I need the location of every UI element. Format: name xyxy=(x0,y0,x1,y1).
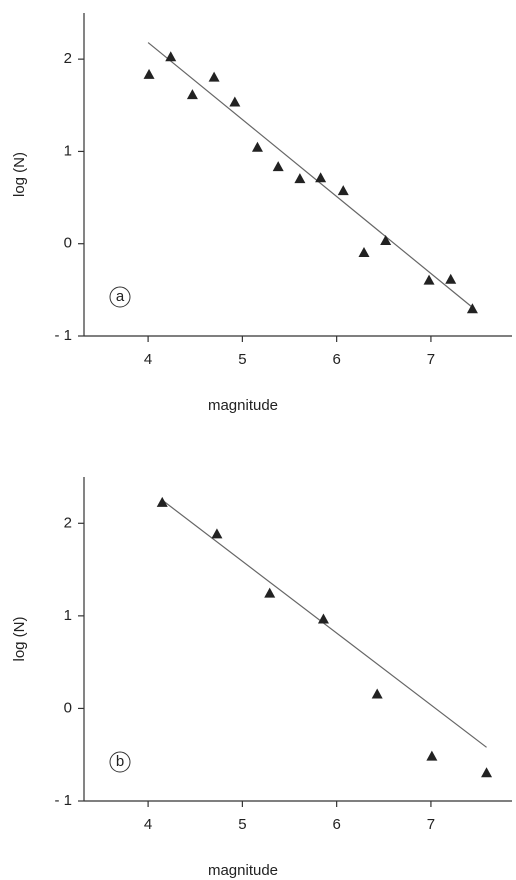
y-axis-label: log (N) xyxy=(11,616,28,661)
panel-label: a xyxy=(116,288,125,305)
panel-label: b xyxy=(116,753,124,770)
x-tick-label: 6 xyxy=(332,816,340,833)
point xyxy=(208,71,220,82)
point xyxy=(481,767,493,778)
panel-circle xyxy=(109,751,131,773)
y-tick-label: 0 xyxy=(64,235,72,252)
point xyxy=(264,587,276,598)
point xyxy=(211,528,223,539)
point xyxy=(426,750,438,761)
x-tick-label: 4 xyxy=(144,351,152,368)
point xyxy=(380,234,392,245)
y-tick-label: 2 xyxy=(64,514,72,531)
point xyxy=(251,141,263,152)
panel-circle xyxy=(109,286,131,308)
y-tick-label: 1 xyxy=(64,607,72,624)
y-tick-label: 2 xyxy=(64,50,72,67)
point xyxy=(143,68,155,79)
point xyxy=(317,613,329,624)
point xyxy=(165,51,177,62)
x-tick-label: 5 xyxy=(238,351,246,368)
y-tick-label: - 1 xyxy=(54,327,72,344)
point xyxy=(186,89,198,100)
x-tick-label: 7 xyxy=(427,816,435,833)
fit-line xyxy=(161,499,487,748)
fit-line xyxy=(147,42,473,308)
point xyxy=(358,246,370,257)
x-tick-label: 6 xyxy=(332,351,340,368)
y-tick-label: 0 xyxy=(64,699,72,716)
point xyxy=(445,273,457,284)
point xyxy=(337,185,349,196)
point xyxy=(466,303,478,314)
y-tick-label: - 1 xyxy=(54,792,72,809)
x-axis-label: magnitude xyxy=(208,862,278,879)
point xyxy=(315,172,327,183)
point xyxy=(272,161,284,172)
point xyxy=(371,688,383,699)
y-tick-label: 1 xyxy=(64,142,72,159)
point xyxy=(156,496,168,507)
point xyxy=(423,274,435,285)
x-axis-label: magnitude xyxy=(208,397,278,414)
x-tick-label: 5 xyxy=(238,816,246,833)
x-tick-label: 7 xyxy=(427,351,435,368)
point xyxy=(294,173,306,184)
y-axis-label: log (N) xyxy=(11,152,28,197)
x-tick-label: 4 xyxy=(144,816,152,833)
point xyxy=(229,96,241,107)
